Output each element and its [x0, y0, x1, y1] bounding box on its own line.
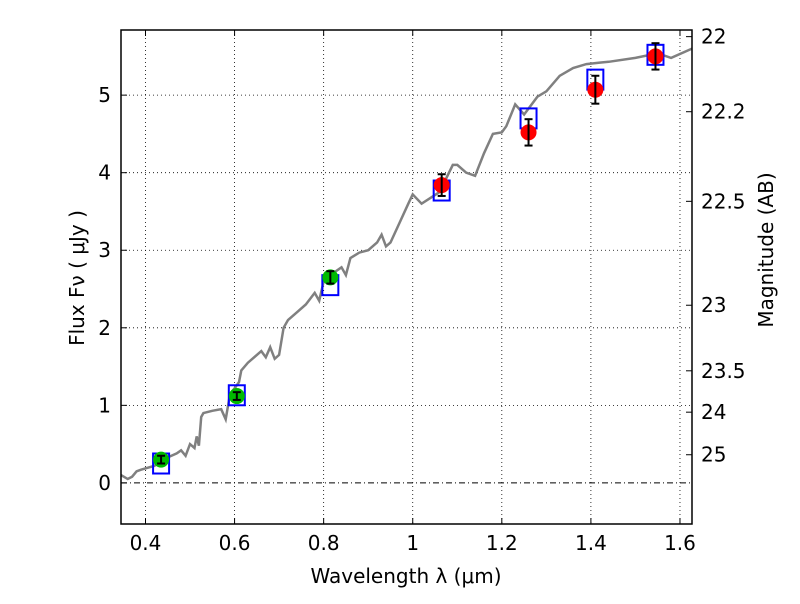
right-tick-label: 23 [701, 293, 726, 317]
x-tick-label: 1.4 [575, 531, 607, 555]
right-tick-label: 22.5 [701, 189, 746, 213]
right-tick-label: 23.5 [701, 359, 746, 383]
y-tick-label: 0 [98, 471, 111, 495]
y-tick-label: 5 [98, 83, 111, 107]
right-axis-label: Magnitude (AB) [754, 172, 778, 327]
model-spectrum-line [120, 47, 693, 481]
right-tick-label: 24 [701, 400, 726, 424]
right-tick-label: 22 [701, 25, 726, 49]
axis-ticks: 0.4 0.6 0.8 1 1.2 1.4 1.60123452222.222.52323.… [98, 25, 745, 555]
y-tick-label: 4 [98, 161, 111, 185]
right-tick-label: 25 [701, 443, 726, 467]
x-tick-label: 1.6 [664, 531, 696, 555]
grid-lines [121, 30, 692, 524]
x-tick-label: 0.6 [219, 531, 251, 555]
x-tick-label: 1 [406, 531, 419, 555]
y-axis-label: Flux Fν ( μJy ) [65, 210, 89, 346]
model-photometry-square [227, 384, 246, 407]
y-tick-label: 3 [98, 238, 111, 262]
right-tick-label: 22.2 [701, 100, 746, 124]
x-tick-label: 0.4 [130, 531, 162, 555]
x-tick-label: 1.2 [486, 531, 518, 555]
y-tick-label: 1 [98, 393, 111, 417]
y-tick-label: 2 [98, 316, 111, 340]
x-axis-label: Wavelength λ (μm) [310, 564, 501, 588]
plot-frame [120, 29, 693, 525]
x-tick-label: 0.8 [308, 531, 340, 555]
data-marks [152, 42, 665, 475]
